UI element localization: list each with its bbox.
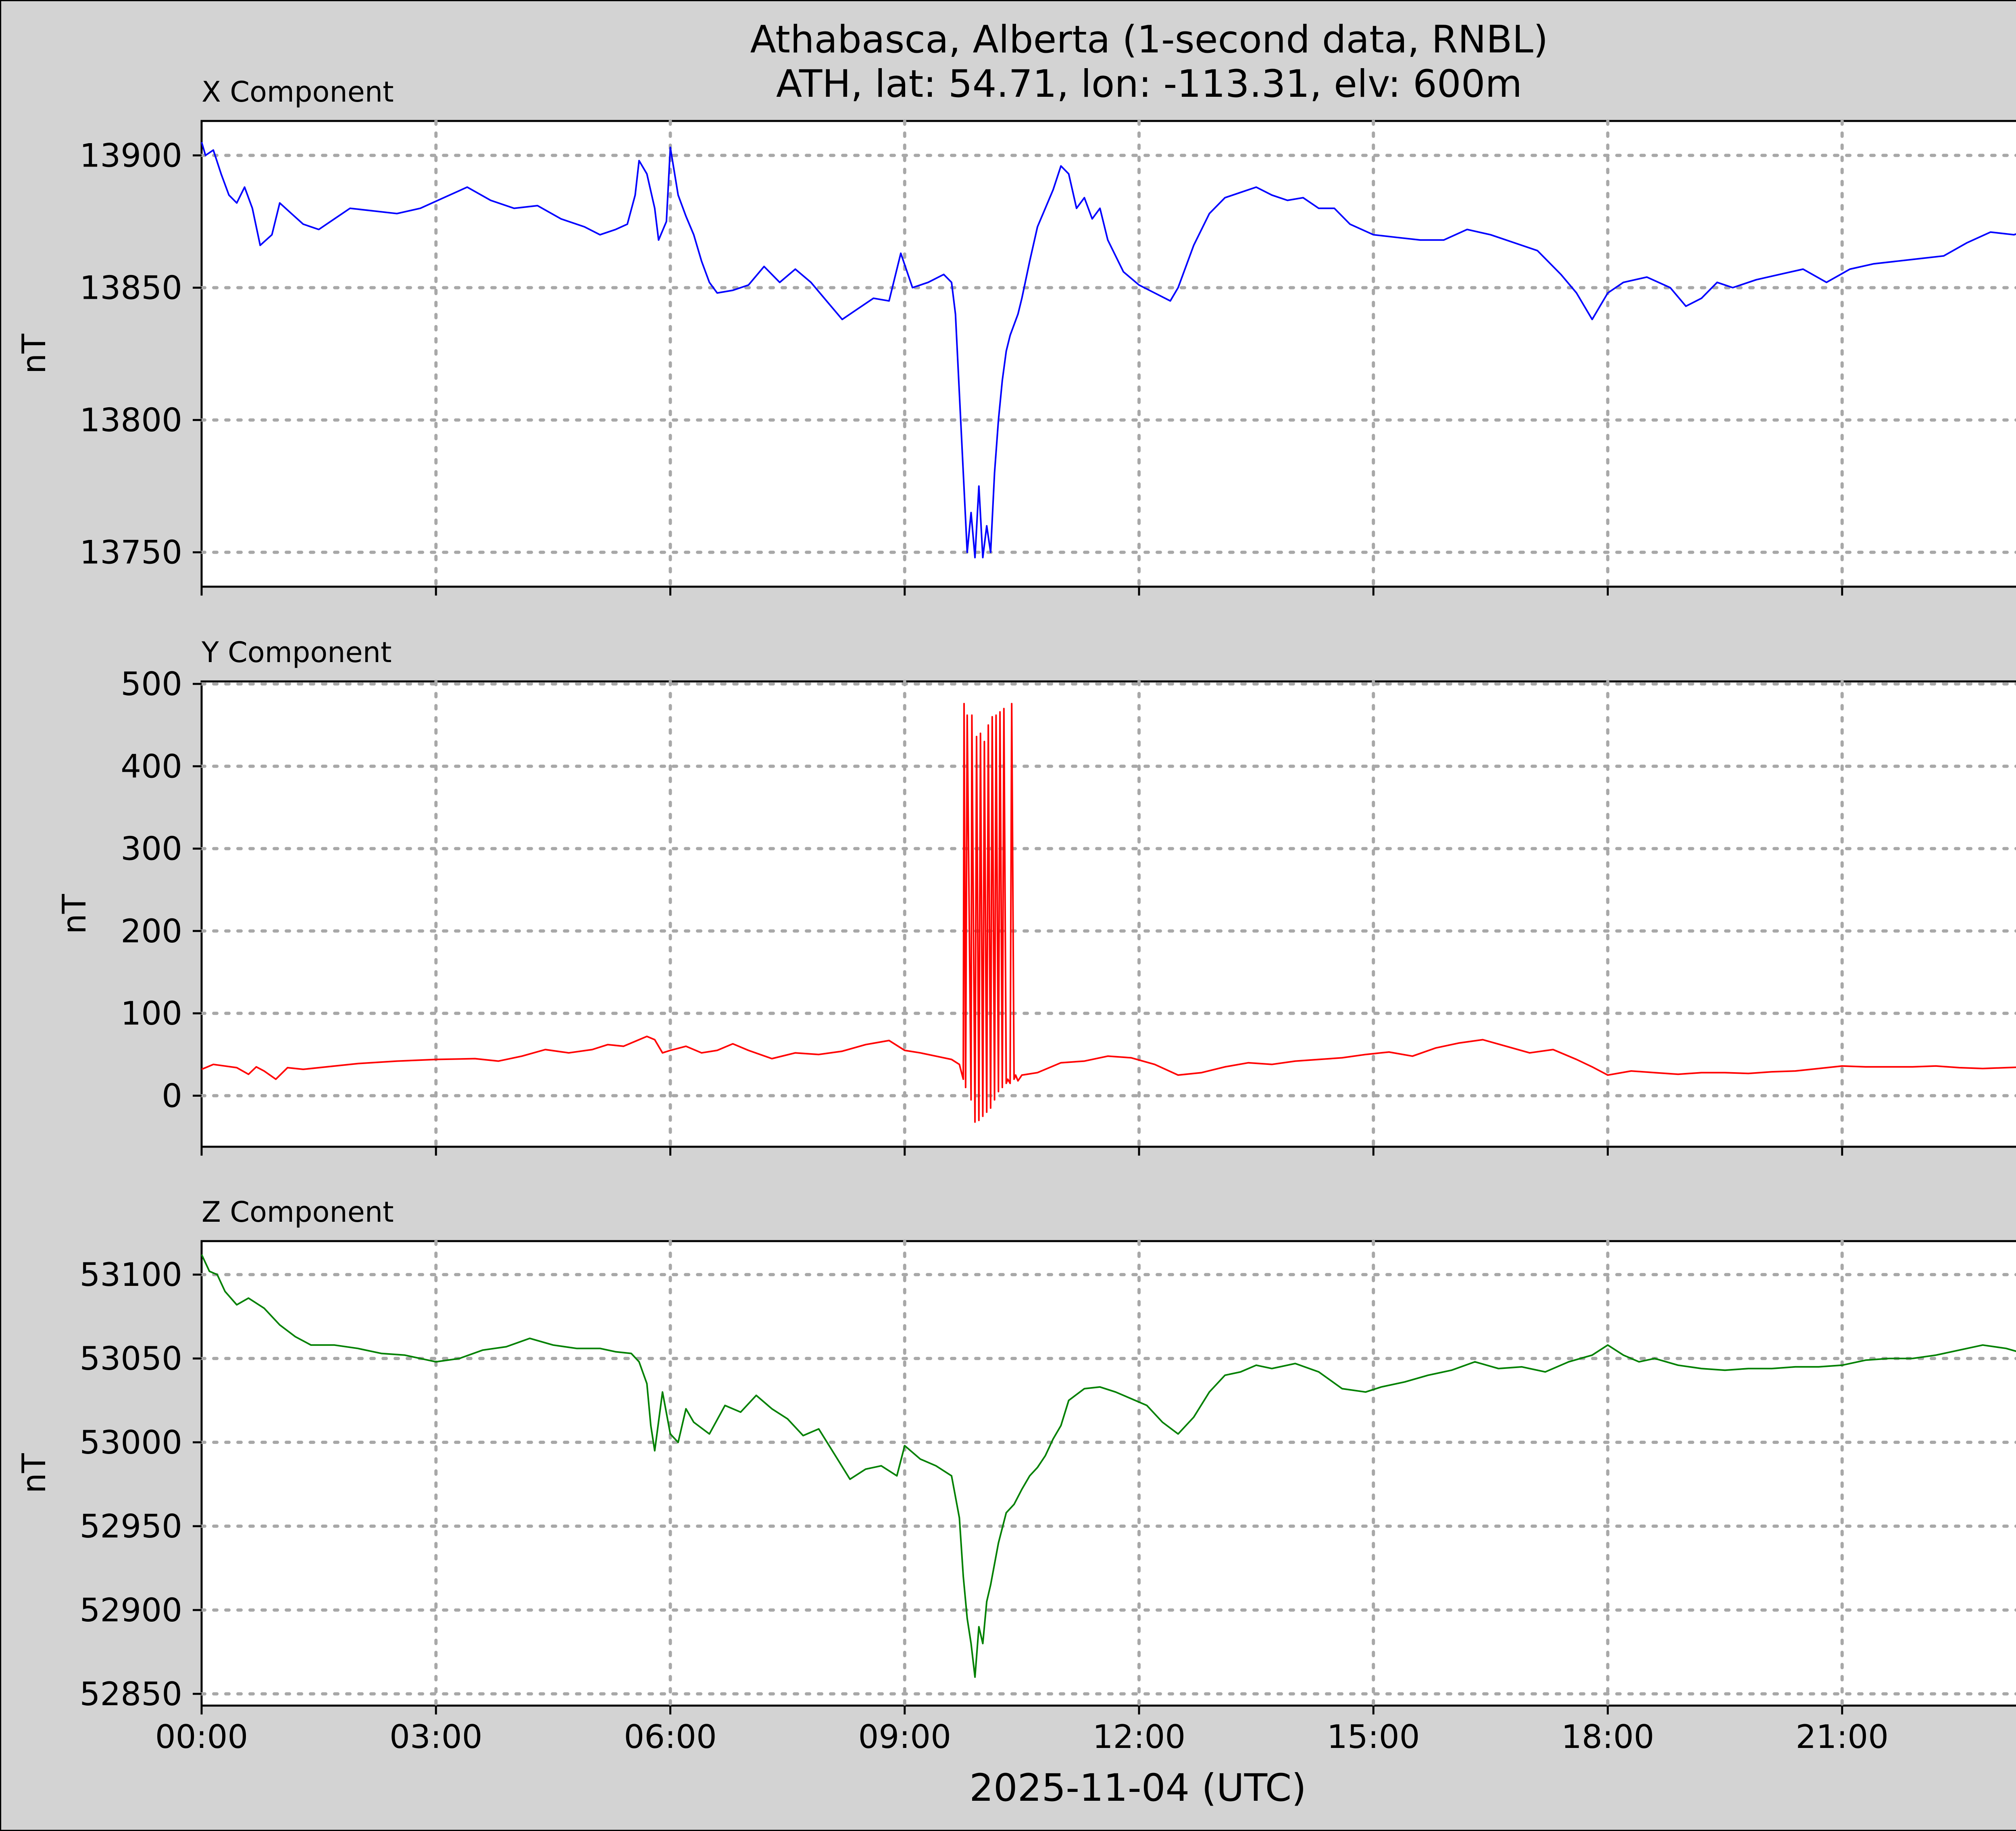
y-tick-label: 13850 bbox=[80, 269, 183, 306]
y-axis-label-z: nT bbox=[15, 1453, 53, 1494]
series-line-x bbox=[201, 142, 2016, 558]
panel-title-y: Y Component bbox=[201, 636, 392, 669]
panel-title-x: X Component bbox=[202, 75, 394, 108]
x-tick-label: 18:00 bbox=[1561, 1718, 1654, 1756]
x-tick-label: 15:00 bbox=[1327, 1718, 1420, 1756]
y-tick-label: 13800 bbox=[80, 402, 183, 439]
series-line-y bbox=[201, 703, 2016, 1123]
x-axis-label: 2025-11-04 (UTC) bbox=[969, 1766, 1306, 1810]
y-tick-label: 500 bbox=[121, 665, 182, 703]
y-tick-label: 52900 bbox=[80, 1591, 183, 1629]
panel-title-z: Z Component bbox=[202, 1196, 394, 1229]
y-tick-label: 13750 bbox=[80, 534, 183, 571]
x-tick-label: 09:00 bbox=[858, 1718, 951, 1756]
x-tick-label: 03:00 bbox=[389, 1718, 483, 1756]
y-tick-label: 53100 bbox=[80, 1256, 183, 1294]
y-axis-label-x: nT bbox=[15, 333, 53, 374]
x-tick-label: 06:00 bbox=[624, 1718, 717, 1756]
y-tick-label: 100 bbox=[121, 995, 182, 1032]
y-tick-label: 200 bbox=[121, 912, 182, 950]
y-tick-label: 53000 bbox=[80, 1424, 183, 1461]
y-tick-label: 400 bbox=[121, 748, 182, 785]
x-tick-label: 12:00 bbox=[1093, 1718, 1186, 1756]
y-tick-label: 13900 bbox=[80, 137, 183, 174]
figure-title-line2: ATH, lat: 54.71, lon: -113.31, elv: 600m bbox=[776, 62, 1522, 106]
y-tick-label: 53050 bbox=[80, 1340, 183, 1377]
series-line-z bbox=[201, 1254, 2016, 1678]
y-axis-label-y: nT bbox=[56, 894, 93, 934]
figure-title-line1: Athabasca, Alberta (1-second data, RNBL) bbox=[750, 18, 1548, 62]
plot-area-x bbox=[200, 120, 2016, 588]
y-tick-label: 0 bbox=[162, 1077, 182, 1114]
x-tick-label: 21:00 bbox=[1795, 1718, 1889, 1756]
plot-area-z bbox=[200, 1240, 2016, 1707]
panel-z: Z Component 53100 53050 53000 52950 52900 5285… bbox=[15, 1196, 2016, 1756]
y-tick-label: 52850 bbox=[80, 1675, 183, 1713]
plot-area-y bbox=[200, 680, 2016, 1148]
y-tick-label: 52950 bbox=[80, 1508, 183, 1545]
panel-x: X Component 13900 13850 13800 13750 nT bbox=[15, 75, 2016, 596]
x-tick-label: 00:00 bbox=[155, 1718, 248, 1756]
panel-y: Y Component 500 400 300 200 100 0 nT bbox=[56, 636, 2016, 1156]
y-tick-label: 300 bbox=[121, 830, 182, 868]
